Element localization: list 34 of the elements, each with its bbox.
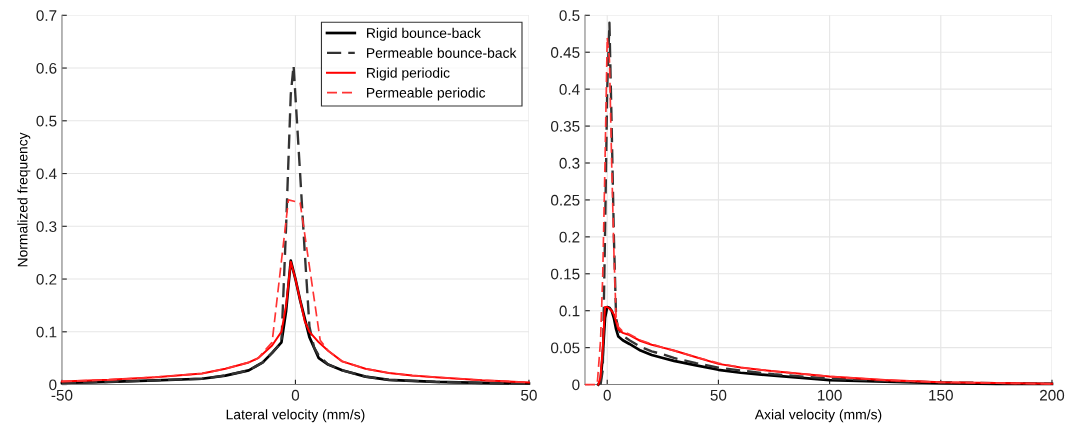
- y-tick-label: 0.6: [36, 62, 57, 74]
- y-axis-title: Normalized frequency: [17, 132, 31, 267]
- x-tick-label: 150: [929, 389, 953, 401]
- y-tick-label: 0.1: [36, 326, 57, 338]
- x-tick-label: 0: [291, 389, 300, 401]
- x-axis-title: Axial velocity (mm/s): [754, 409, 882, 423]
- y-tick-label: 0.4: [36, 168, 57, 180]
- x-tick-label: 200: [1040, 389, 1065, 401]
- y-tick-label: 0.25: [550, 194, 580, 206]
- x-tick-label: 50: [521, 389, 537, 401]
- y-tick-label: 0.5: [559, 10, 580, 21]
- legend-label: Permeable periodic: [367, 87, 486, 101]
- y-tick-label: 0.45: [550, 47, 580, 58]
- y-tick-label: 0.35: [550, 120, 580, 132]
- x-tick-label: 100: [818, 389, 842, 401]
- y-tick-label: 0.2: [36, 273, 57, 285]
- y-tick-label: 0.5: [36, 115, 57, 127]
- y-tick-label: 0.4: [559, 84, 580, 95]
- y-tick-label: 0: [49, 379, 57, 391]
- y-tick-label: 0.2: [559, 231, 580, 243]
- x-tick-label: 0: [603, 389, 611, 401]
- y-tick-label: 0: [572, 379, 580, 391]
- legend-label: Rigid periodic: [367, 67, 450, 81]
- legend-label: Rigid bounce-back: [367, 27, 481, 41]
- x-axis-title: Lateral velocity (mm/s): [226, 409, 365, 423]
- legend-label: Permeable bounce-back: [367, 47, 517, 58]
- y-tick-label: 0.05: [550, 342, 580, 354]
- x-tick-label: 50: [710, 389, 727, 401]
- y-tick-label: 0.1: [559, 305, 580, 317]
- y-tick-label: 0.3: [36, 221, 57, 232]
- y-tick-label: 0.3: [559, 157, 580, 169]
- x-tick-label: -50: [51, 389, 73, 401]
- y-tick-label: 0.15: [550, 268, 580, 280]
- y-tick-label: 0.7: [36, 10, 57, 21]
